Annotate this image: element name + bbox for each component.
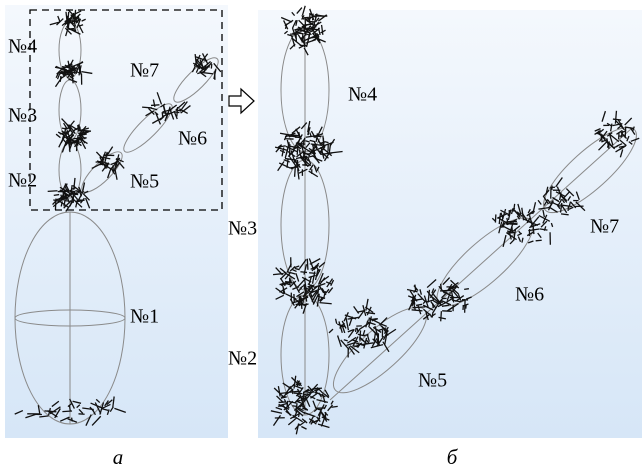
vector-arrow: [74, 22, 75, 26]
vector-arrow: [54, 195, 59, 196]
vector-arrow: [331, 406, 337, 407]
panel-a-background: [5, 5, 228, 438]
vector-arrow: [151, 105, 159, 106]
vector-arrow: [533, 224, 534, 234]
vector-arrow: [142, 107, 152, 108]
label: №6: [515, 284, 544, 306]
label: №2: [228, 348, 257, 370]
vector-arrow: [71, 142, 78, 143]
vector-arrow: [62, 411, 72, 412]
label: №2: [8, 170, 37, 192]
vector-arrow: [79, 66, 80, 74]
label: №7: [590, 216, 619, 238]
vector-arrow: [177, 107, 178, 117]
vector-arrow: [80, 127, 81, 132]
vector-arrow: [70, 140, 71, 146]
vector-arrow: [309, 273, 315, 274]
panel-b-background: [258, 10, 642, 438]
vector-arrow: [176, 110, 181, 111]
vector-arrow: [302, 165, 309, 166]
label: №3: [228, 218, 257, 240]
label: №5: [130, 171, 159, 193]
page: №4 №3 №2 №7 №6 №5 №1 №4 №3 №2 №7 №6 №5 а…: [0, 0, 642, 474]
vector-arrow: [441, 311, 442, 321]
label: №4: [348, 84, 377, 106]
label: №1: [130, 306, 159, 328]
label: №4: [8, 36, 37, 58]
vector-arrow: [536, 240, 542, 241]
label: №5: [418, 370, 447, 392]
figure: №4 №3 №2 №7 №6 №5 №1 №4 №3 №2 №7 №6 №5 а…: [0, 0, 642, 474]
vector-arrow: [80, 130, 91, 131]
vector-arrow: [69, 405, 70, 411]
caption: а: [113, 445, 124, 469]
vector-arrow: [292, 406, 297, 407]
label: №7: [130, 60, 159, 82]
vector-arrow: [506, 223, 518, 224]
label: №6: [178, 128, 207, 150]
label: №3: [8, 105, 37, 127]
vector-arrow: [307, 259, 308, 270]
vector-arrow: [464, 289, 469, 290]
vector-arrow: [294, 393, 303, 394]
vector-arrow: [295, 167, 296, 177]
vector-arrow: [48, 191, 58, 192]
zoom-arrow: [229, 89, 254, 113]
vector-arrow: [60, 76, 61, 82]
caption: б: [447, 445, 459, 469]
vector-arrow: [302, 33, 303, 43]
vector-arrow: [300, 272, 307, 273]
vector-arrow: [61, 197, 62, 201]
